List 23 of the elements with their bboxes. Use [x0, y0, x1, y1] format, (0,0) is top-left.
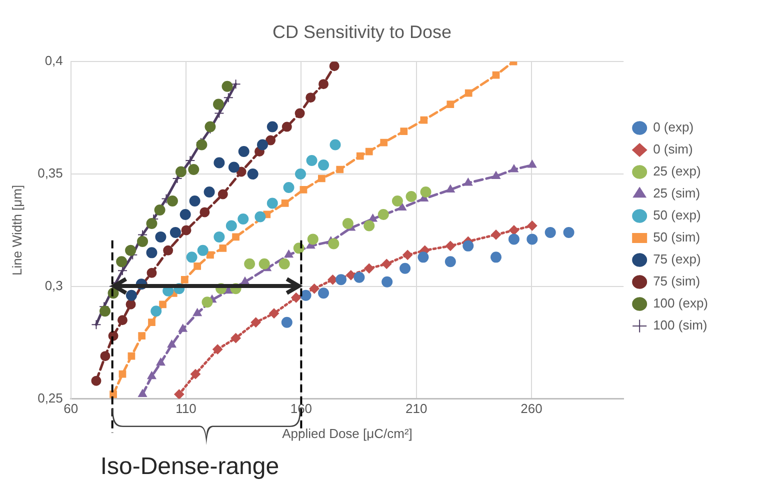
x-tick-label: 210: [405, 401, 428, 416]
y-tick-label: 0,25: [38, 390, 63, 406]
x-tick-label: 160: [290, 401, 312, 416]
y-axis-title: Line Width [μm]: [9, 184, 24, 276]
legend-label: 100 (sim): [653, 318, 708, 333]
x-tick-label: 260: [520, 401, 542, 416]
legend-label: 50 (exp): [653, 208, 701, 223]
legend-label: 0 (exp): [653, 120, 694, 135]
x-axis-title: Applied Dose [μC/cm²]: [282, 426, 412, 441]
chart-title: CD Sensitivity to Dose: [272, 22, 452, 42]
legend-label: 0 (sim): [653, 142, 693, 157]
x-tick-label: 110: [176, 401, 196, 416]
legend-label: 75 (sim): [653, 274, 700, 289]
y-tick-label: 0,4: [44, 53, 63, 68]
y-tick-label: 0,35: [38, 166, 63, 181]
legend-label: 25 (sim): [653, 186, 700, 201]
text: Iso-Dense-range: [100, 452, 280, 481]
legend-label: 50 (sim): [653, 230, 700, 245]
x-tick-label: 60: [64, 401, 78, 416]
legend-label: 100 (exp): [653, 296, 708, 311]
legend-label: 25 (exp): [653, 164, 701, 179]
y-tick-label: 0,3: [44, 278, 63, 293]
legend-label: 75 (exp): [653, 252, 701, 267]
